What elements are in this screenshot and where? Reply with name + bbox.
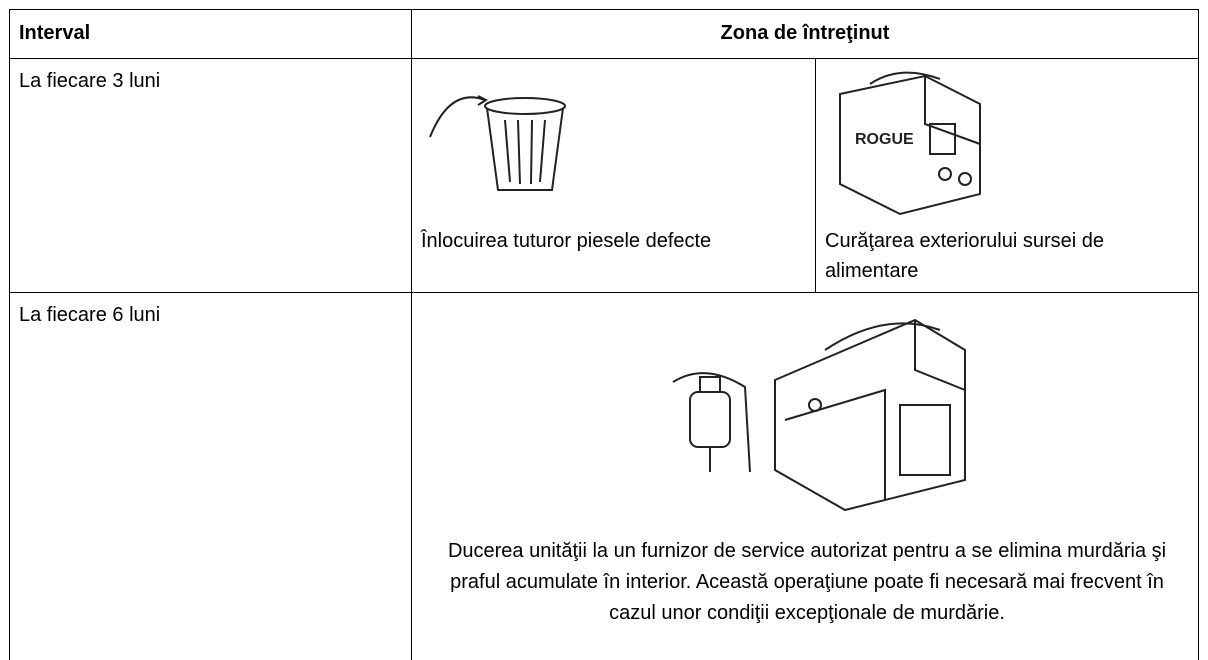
machine-icon: ROGUE	[839, 71, 981, 216]
border	[9, 58, 1199, 59]
filter-icon	[672, 372, 751, 472]
trash-icon	[429, 95, 566, 191]
item-text: Ducerea unităţii la un furnizor de servi…	[447, 540, 1167, 624]
interval: La fiecare 6 luni	[19, 304, 161, 326]
item-text: Curăţarea exteriorului sursei de aliment…	[825, 230, 1105, 282]
border	[815, 58, 816, 292]
border	[9, 9, 1199, 10]
svg-text:ROGUE: ROGUE	[855, 131, 914, 148]
item-text: Înlocuirea tuturor piesele defecte	[421, 230, 712, 252]
header-cell: Zona de întreţinut	[720, 22, 890, 44]
machine-icon	[774, 318, 966, 512]
border	[9, 9, 10, 660]
interval: La fiecare 3 luni	[19, 70, 161, 92]
border	[411, 9, 412, 660]
border	[1198, 9, 1199, 660]
border	[9, 292, 1199, 293]
header-cell: Interval	[19, 22, 91, 44]
